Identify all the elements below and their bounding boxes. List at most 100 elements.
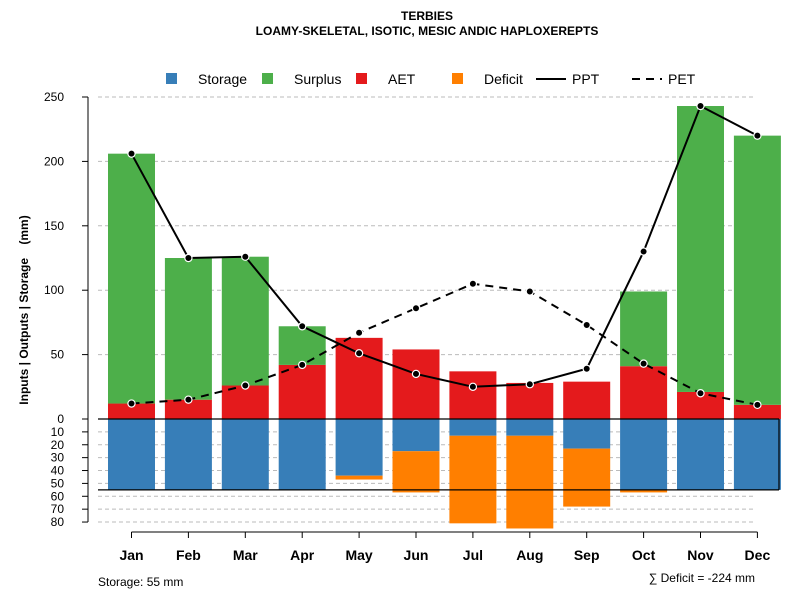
y-tick-label: 60 xyxy=(51,489,65,503)
aet-bar xyxy=(164,399,212,419)
ppt-point xyxy=(525,380,535,389)
x-tick-label: Feb xyxy=(176,547,201,563)
ppt-point xyxy=(696,101,705,111)
ppt-point xyxy=(354,349,364,358)
legend-swatch xyxy=(452,73,463,84)
series-lines xyxy=(127,101,762,410)
pet-point xyxy=(639,359,648,368)
storage-bar xyxy=(506,419,554,436)
storage-bar xyxy=(392,419,440,452)
surplus-bar xyxy=(733,135,781,405)
y-tick-label: 50 xyxy=(51,476,65,490)
pet-point xyxy=(184,395,193,404)
storage-bar xyxy=(620,419,668,490)
aet-bar xyxy=(620,366,668,419)
deficit-bar xyxy=(335,475,383,480)
aet-bar xyxy=(563,381,611,419)
surplus-bar xyxy=(108,153,155,404)
storage-bar xyxy=(563,419,611,449)
x-axis: Jan Feb Mar Apr May Jun Jul Aug Sep Oct Nov Dec xyxy=(119,531,771,563)
aet-bar xyxy=(108,403,155,419)
surplus-bar xyxy=(164,258,212,400)
pet-point xyxy=(753,400,762,410)
x-tick-label: Oct xyxy=(632,547,656,563)
storage-bar xyxy=(335,419,383,476)
aet-bar xyxy=(733,404,781,419)
pet-point xyxy=(696,389,705,398)
surplus-bar xyxy=(677,106,724,392)
pet-point xyxy=(582,320,591,330)
ppt-point xyxy=(753,131,762,140)
y-tick-label: 150 xyxy=(44,219,64,233)
ppt-point xyxy=(468,382,478,391)
deficit-bar xyxy=(449,435,497,524)
legend-label: PET xyxy=(668,71,696,87)
aet-bar xyxy=(221,385,269,419)
legend-label: Storage xyxy=(198,71,247,87)
storage-bar xyxy=(164,419,212,490)
y-tick-label: 40 xyxy=(51,464,65,478)
aet-bar xyxy=(449,371,497,419)
baselines xyxy=(98,418,780,491)
ppt-point xyxy=(241,252,250,261)
storage-bar xyxy=(677,419,724,490)
legend-label: Deficit xyxy=(484,71,523,87)
pet-point xyxy=(127,399,136,408)
x-tick-label: Nov xyxy=(687,547,714,563)
y-tick-label: 80 xyxy=(51,515,65,529)
x-tick-label: Jan xyxy=(119,547,143,563)
y-tick-label: 0 xyxy=(57,412,64,426)
pet-point xyxy=(354,328,364,337)
storage-bar xyxy=(221,419,269,490)
ppt-point xyxy=(639,247,648,256)
deficit-bar xyxy=(563,448,611,507)
legend: Storage Surplus AET Deficit PPT PET xyxy=(166,71,696,87)
bars xyxy=(108,106,781,529)
legend-label: AET xyxy=(388,71,416,87)
ppt-line xyxy=(130,104,758,388)
legend-label: PPT xyxy=(572,71,600,87)
y-axis-label: Inputs | Outputs | Storage (mm) xyxy=(17,215,31,404)
pet-point xyxy=(411,304,421,313)
legend-swatch xyxy=(166,73,177,84)
x-tick-label: Mar xyxy=(233,547,258,563)
surplus-bar xyxy=(278,326,326,365)
deficit-bar xyxy=(392,451,440,493)
storage-bar xyxy=(278,419,326,490)
deficit-note: ∑ Deficit = -224 mm xyxy=(649,571,755,585)
chart-subtitle: LOAMY-SKELETAL, ISOTIC, MESIC ANDIC HAPL… xyxy=(256,24,599,38)
ppt-point xyxy=(127,149,136,158)
pet-point xyxy=(241,381,250,390)
pet-line xyxy=(131,282,758,406)
y-tick-label: 100 xyxy=(44,283,64,297)
y-tick-label: 200 xyxy=(44,154,64,168)
pet-point xyxy=(525,287,535,296)
aet-bar xyxy=(392,349,440,419)
x-tick-label: Dec xyxy=(745,547,771,563)
pet-point xyxy=(298,360,307,370)
legend-swatch xyxy=(262,73,273,84)
x-tick-label: Aug xyxy=(516,547,543,563)
x-tick-label: May xyxy=(345,547,372,563)
storage-bar xyxy=(449,419,497,436)
legend-label: Surplus xyxy=(294,71,341,87)
x-tick-label: Sep xyxy=(574,547,600,563)
y-tick-label: 70 xyxy=(51,502,65,516)
surplus-bar xyxy=(221,256,269,386)
y-tick-label: 30 xyxy=(51,451,65,465)
legend-swatch xyxy=(356,73,367,84)
storage-note: Storage: 55 mm xyxy=(98,575,183,589)
y-tick-label: 10 xyxy=(51,425,65,439)
y-tick-label: 20 xyxy=(51,438,65,452)
deficit-bar xyxy=(620,489,668,493)
x-tick-label: Jun xyxy=(404,547,429,563)
ppt-point xyxy=(298,322,307,331)
chart-title: TERBIES xyxy=(401,9,453,23)
ppt-point xyxy=(184,253,193,263)
x-tick-label: Jul xyxy=(463,547,483,563)
aet-bar xyxy=(278,364,326,419)
storage-bar xyxy=(108,419,155,490)
aet-bar xyxy=(506,382,554,419)
